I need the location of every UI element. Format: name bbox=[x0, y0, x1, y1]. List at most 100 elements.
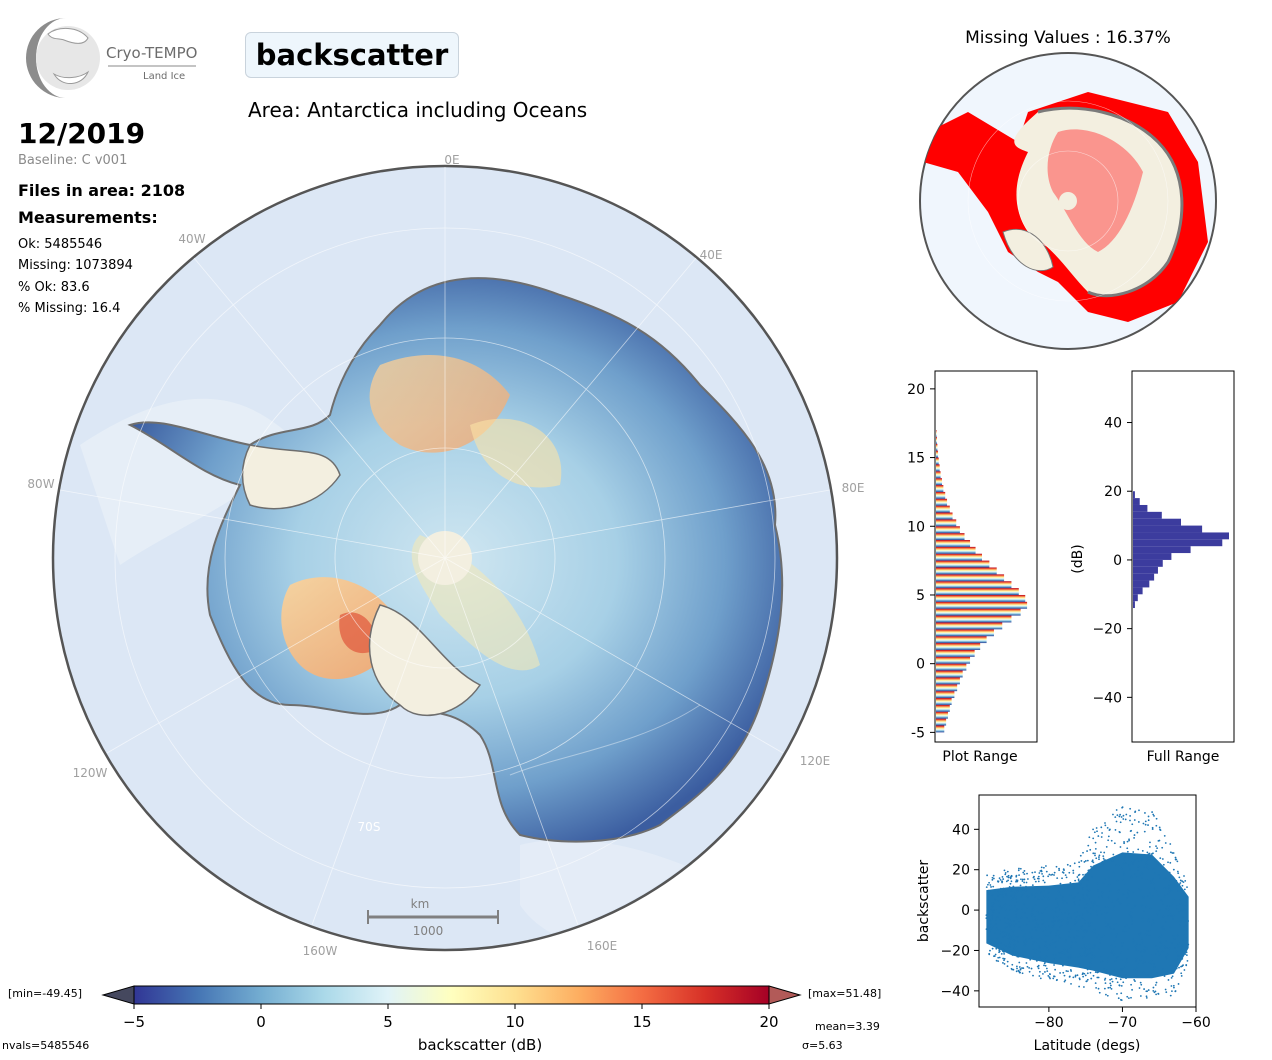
scatter-point bbox=[1152, 989, 1155, 992]
scatter-point bbox=[1059, 882, 1062, 885]
scatter-point bbox=[1046, 935, 1049, 937]
full-range-ytick: −20 bbox=[1092, 622, 1122, 638]
scatter-point bbox=[1106, 885, 1109, 888]
scatter-point bbox=[1122, 981, 1125, 984]
scatter-point bbox=[1135, 948, 1137, 951]
scatter-point bbox=[1027, 878, 1029, 880]
scatter-point bbox=[991, 904, 993, 907]
scatter-point bbox=[1103, 979, 1106, 981]
scatter-point bbox=[1109, 982, 1112, 985]
scatter-point bbox=[1053, 920, 1056, 922]
scatter-point bbox=[1034, 941, 1037, 944]
scatter-point bbox=[1138, 933, 1141, 936]
scatter-point bbox=[1122, 893, 1125, 896]
scatter-point bbox=[1157, 863, 1159, 866]
scatter-point bbox=[1114, 945, 1116, 948]
scatter-point bbox=[994, 889, 996, 892]
scatter-point bbox=[1161, 899, 1164, 902]
scatter-point bbox=[1038, 970, 1041, 973]
scatter-point bbox=[1009, 894, 1012, 897]
scatter-point bbox=[1153, 963, 1155, 965]
scatter-point bbox=[1074, 879, 1077, 882]
scatter-point bbox=[1025, 916, 1028, 919]
scatter-point bbox=[995, 947, 998, 950]
scatter-point bbox=[1130, 855, 1133, 858]
scatter-point bbox=[1064, 940, 1067, 943]
scatter-point bbox=[1107, 839, 1110, 842]
scatter-point bbox=[1086, 892, 1089, 895]
scatter-point bbox=[1019, 867, 1022, 870]
scatter-point bbox=[1045, 906, 1048, 909]
plot-range-hist-bar bbox=[936, 505, 950, 513]
plot-range-hist-bar bbox=[936, 622, 1003, 630]
scatter-point bbox=[1133, 968, 1136, 971]
scatter-point bbox=[1162, 863, 1165, 866]
plot-range-hist-bar bbox=[936, 588, 1019, 595]
scatter-point bbox=[996, 880, 999, 883]
scatter-point bbox=[1122, 862, 1125, 865]
scatter-point bbox=[989, 942, 992, 944]
scatter-point bbox=[1122, 967, 1125, 969]
scatter-point bbox=[1179, 879, 1182, 882]
scatter-point bbox=[1043, 964, 1045, 967]
scatter-point bbox=[1027, 897, 1029, 900]
scatter-point bbox=[1167, 979, 1170, 981]
scatter-point bbox=[1152, 813, 1155, 816]
scatter-xtick: −60 bbox=[1181, 1015, 1211, 1031]
scatter-point bbox=[1006, 965, 1009, 968]
scatter-point bbox=[1078, 919, 1081, 921]
scatter-point bbox=[1162, 902, 1164, 905]
scatter-point bbox=[988, 893, 991, 895]
scatter-point bbox=[1050, 888, 1053, 890]
scatter-point bbox=[1134, 905, 1136, 908]
scatter-point bbox=[989, 919, 992, 922]
scatter-point bbox=[1006, 960, 1009, 963]
scatter-point bbox=[1043, 957, 1046, 960]
scatter-point bbox=[1009, 882, 1012, 885]
scatter-point bbox=[1154, 984, 1157, 986]
scatter-point bbox=[1134, 858, 1136, 861]
scatter-point bbox=[1052, 923, 1055, 926]
scatter-point bbox=[1004, 927, 1006, 930]
scatter-point bbox=[1112, 813, 1114, 816]
scatter-point bbox=[1008, 945, 1011, 948]
scatter-point bbox=[1047, 974, 1050, 977]
scatter-dense-band bbox=[986, 852, 1189, 979]
scatter-point bbox=[1088, 966, 1091, 969]
scatter-point bbox=[1059, 957, 1062, 959]
scatter-point bbox=[1174, 856, 1177, 859]
scatter-point bbox=[999, 947, 1002, 950]
scatter-point bbox=[1113, 953, 1116, 956]
colorbar-tick: 20 bbox=[759, 1013, 778, 1031]
scatter-point bbox=[1067, 917, 1070, 920]
scatter-point bbox=[1139, 944, 1142, 947]
scatter-point bbox=[1093, 831, 1096, 834]
scatter-point bbox=[1152, 868, 1155, 871]
scatter-point bbox=[1103, 859, 1106, 861]
scatter-point bbox=[994, 953, 997, 956]
scatter-point bbox=[1016, 967, 1018, 970]
scatter-point bbox=[1045, 955, 1048, 958]
scatter-point bbox=[1124, 965, 1127, 968]
logo-subtitle: Land Ice bbox=[143, 71, 185, 82]
scatter-point bbox=[1017, 926, 1020, 928]
scatter-point bbox=[1073, 924, 1076, 927]
scatter-point bbox=[985, 917, 988, 920]
scatter-point bbox=[1122, 858, 1125, 861]
scatter-point bbox=[1060, 894, 1062, 897]
scatter-point bbox=[1111, 859, 1114, 862]
plot-range-hist-bar bbox=[936, 478, 942, 486]
scatter-point bbox=[1057, 933, 1060, 936]
colorbar-tick: 15 bbox=[632, 1013, 651, 1031]
scatter-point bbox=[1048, 873, 1051, 876]
scatter-point bbox=[1143, 866, 1146, 869]
scatter-point bbox=[1177, 885, 1179, 887]
scatter-point bbox=[1136, 857, 1139, 860]
scatter-point bbox=[1036, 910, 1039, 913]
scatter-point bbox=[1012, 885, 1015, 888]
scatter-point bbox=[1021, 929, 1024, 932]
scatter-point bbox=[1024, 933, 1027, 935]
scatter-point bbox=[1175, 966, 1178, 968]
scatter-point bbox=[1090, 922, 1093, 925]
scatter-point bbox=[1042, 889, 1045, 892]
